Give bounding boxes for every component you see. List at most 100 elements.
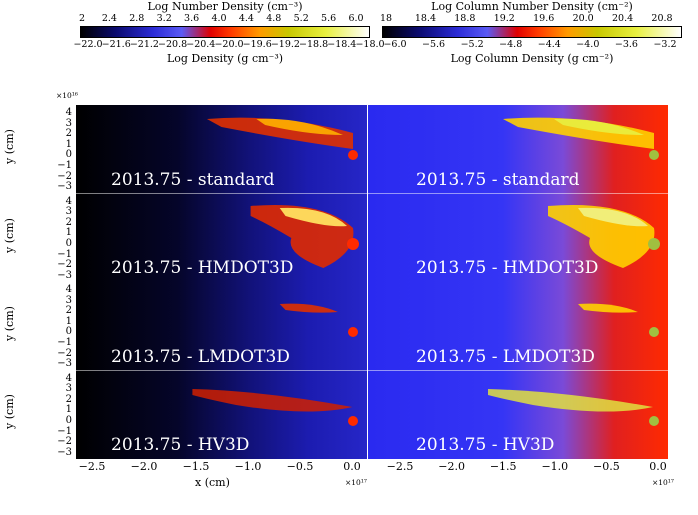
y-tick-label: 3 [65,117,72,129]
x-tick-label: −2.0 [438,460,465,473]
colorbar-right-bottom-tick: −3.6 [614,39,638,50]
panel-label: 2013.75 - standard [416,169,580,190]
colorbar-left-bottom-title: Log Density (g cm⁻³) [166,52,284,65]
colorbar-right-top-tick: 18.8 [454,13,476,24]
y-tick-label: 4 [65,107,72,118]
stellar-source [347,237,359,250]
panel-image [368,105,668,194]
colorbar-left-bottom-tick: −19.2 [270,39,300,50]
y-tick-label: 4 [65,372,72,384]
x-tick-label: −1.0 [234,460,262,473]
panel-label: 2013.75 - LMDOT3D [416,346,595,367]
panel-label: 2013.75 - HV3D [111,435,250,455]
panel-image [368,193,668,282]
y-tick-label: 2 [65,305,72,317]
y-tick-label: 1 [65,227,72,239]
density-structure [578,303,638,313]
colorbar-right-top-tick: 18 [379,13,393,24]
stellar-source [649,415,659,426]
y-tick-label: 4 [65,284,72,295]
panel-background [76,370,367,459]
y-tick-label: −2 [57,347,72,359]
panel-label: 2013.75 - standard [111,169,275,190]
colorbar-left-bottom-tick: −20.4 [186,39,216,50]
panel-left-row-2: 2013.75 - HMDOT3D [76,193,367,282]
panel-label: 2013.75 - HV3D [416,435,555,455]
colorbar-right-top-tick: 20.4 [611,13,634,24]
colorbar-right-bottom-tick: −5.6 [422,39,446,50]
density-structure [206,117,353,149]
y-axis-label-row-3: y (cm) [2,306,16,341]
x-tick-label: −2.5 [78,460,106,473]
x-axis-exponent-right: ×10¹⁷ [652,478,674,487]
panel-left-row-4: 2013.75 - HV3D [76,370,367,459]
x-tick-label: −2.5 [386,460,414,473]
colorbar-left-bottom-tick: −21.2 [129,39,159,50]
density-structure [548,204,655,268]
y-tick-label: −2 [57,436,72,448]
y-tick-label: −2 [57,170,72,182]
x-tick-label: −1.5 [489,460,517,473]
colorbar-right-bottom-tick: −4.8 [499,39,523,50]
y-tick-label: 2 [65,393,72,405]
density-structure [250,204,354,268]
x-tick-label: −1.0 [541,460,569,473]
colorbar-right-bottom-tick: −4.0 [576,39,600,50]
stellar-source [649,327,659,337]
density-structure [503,117,654,149]
colorbar-left-top-tick: 2.8 [129,13,145,24]
colorbar-left-top-tick: 3.6 [184,13,200,24]
y-tick-label: 3 [65,383,72,395]
y-axis-label-row-2: y (cm) [2,218,16,253]
y-tick-label: −1 [57,425,72,437]
y-tick-label: −3 [57,358,72,370]
colorbar-right-top-tick: 18.4 [414,13,436,24]
panel-right-row-2: 2013.75 - HMDOT3D [368,193,668,282]
panel-right-row-1: 2013.75 - standard [368,105,668,194]
y-tick-label: −3 [57,269,72,281]
colorbar-left-top-tick: 4.4 [238,13,254,24]
colorbar-left-bottom-tick: −19.6 [242,39,272,50]
y-axis-exponent: ×10¹⁶ [56,91,78,100]
panel-right-row-3: 2013.75 - LMDOT3D [368,282,668,371]
y-tick-label: −3 [57,446,72,458]
y-tick-label: 0 [65,237,72,249]
colorbar-left-bottom-tick: −18.4 [327,39,357,50]
colorbar-left-top-tick: 3.2 [156,13,172,24]
panel-left-row-1: 2013.75 - standard [76,105,367,194]
colorbar-left-top-title: Log Number Density (cm⁻³) [147,0,303,13]
colorbar-left-top-tick: 4.0 [211,13,227,24]
colorbar-right-top-tick: 20.8 [651,13,673,24]
y-tick-label: 2 [65,128,72,140]
panel-right-row-4: 2013.75 - HV3D [368,370,668,459]
y-tick-label: 0 [65,149,72,161]
colorbar-left-bottom-tick: −20.0 [214,39,244,50]
colorbar-left-top-tick: 5.6 [321,13,337,24]
y-tick-label: 3 [65,294,72,306]
panel-background [76,282,367,371]
colorbar-left-bottom-tick: −22.0 [73,39,103,50]
y-tick-label: 2 [65,216,72,228]
colorbar-right-top-tick: 19.6 [533,13,555,24]
x-tick-label: −1.5 [182,460,210,473]
colorbar-right-top-tick: 19.2 [493,13,515,24]
colorbar-left-top-tick: 2.4 [101,13,117,24]
y-tick-label: −1 [57,248,72,260]
colorbar-left-top-tick: 2 [78,13,86,24]
colorbar-right-bottom-title: Log Column Density (g cm⁻²) [450,52,614,65]
y-tick-label: 3 [65,206,72,218]
y-axis-label-row-4: y (cm) [2,394,16,429]
stellar-source [648,237,660,250]
y-tick-label: 1 [65,315,72,327]
density-structure [192,388,353,412]
colorbar-left-bottom-tick: −18.0 [355,39,385,50]
colorbar-right-bottom-tick: −5.2 [460,39,484,50]
x-axis-exponent-left: ×10¹⁷ [345,478,367,487]
y-axis-label-row-1: y (cm) [2,129,16,164]
panel-image [368,282,668,371]
x-axis-label: x (cm) [195,476,230,489]
y-tick-label: 0 [65,326,72,338]
colorbar-left-bottom-tick: −20.8 [158,39,188,50]
y-tick-label: −1 [57,337,72,348]
x-tick-label: −0.5 [286,460,314,473]
